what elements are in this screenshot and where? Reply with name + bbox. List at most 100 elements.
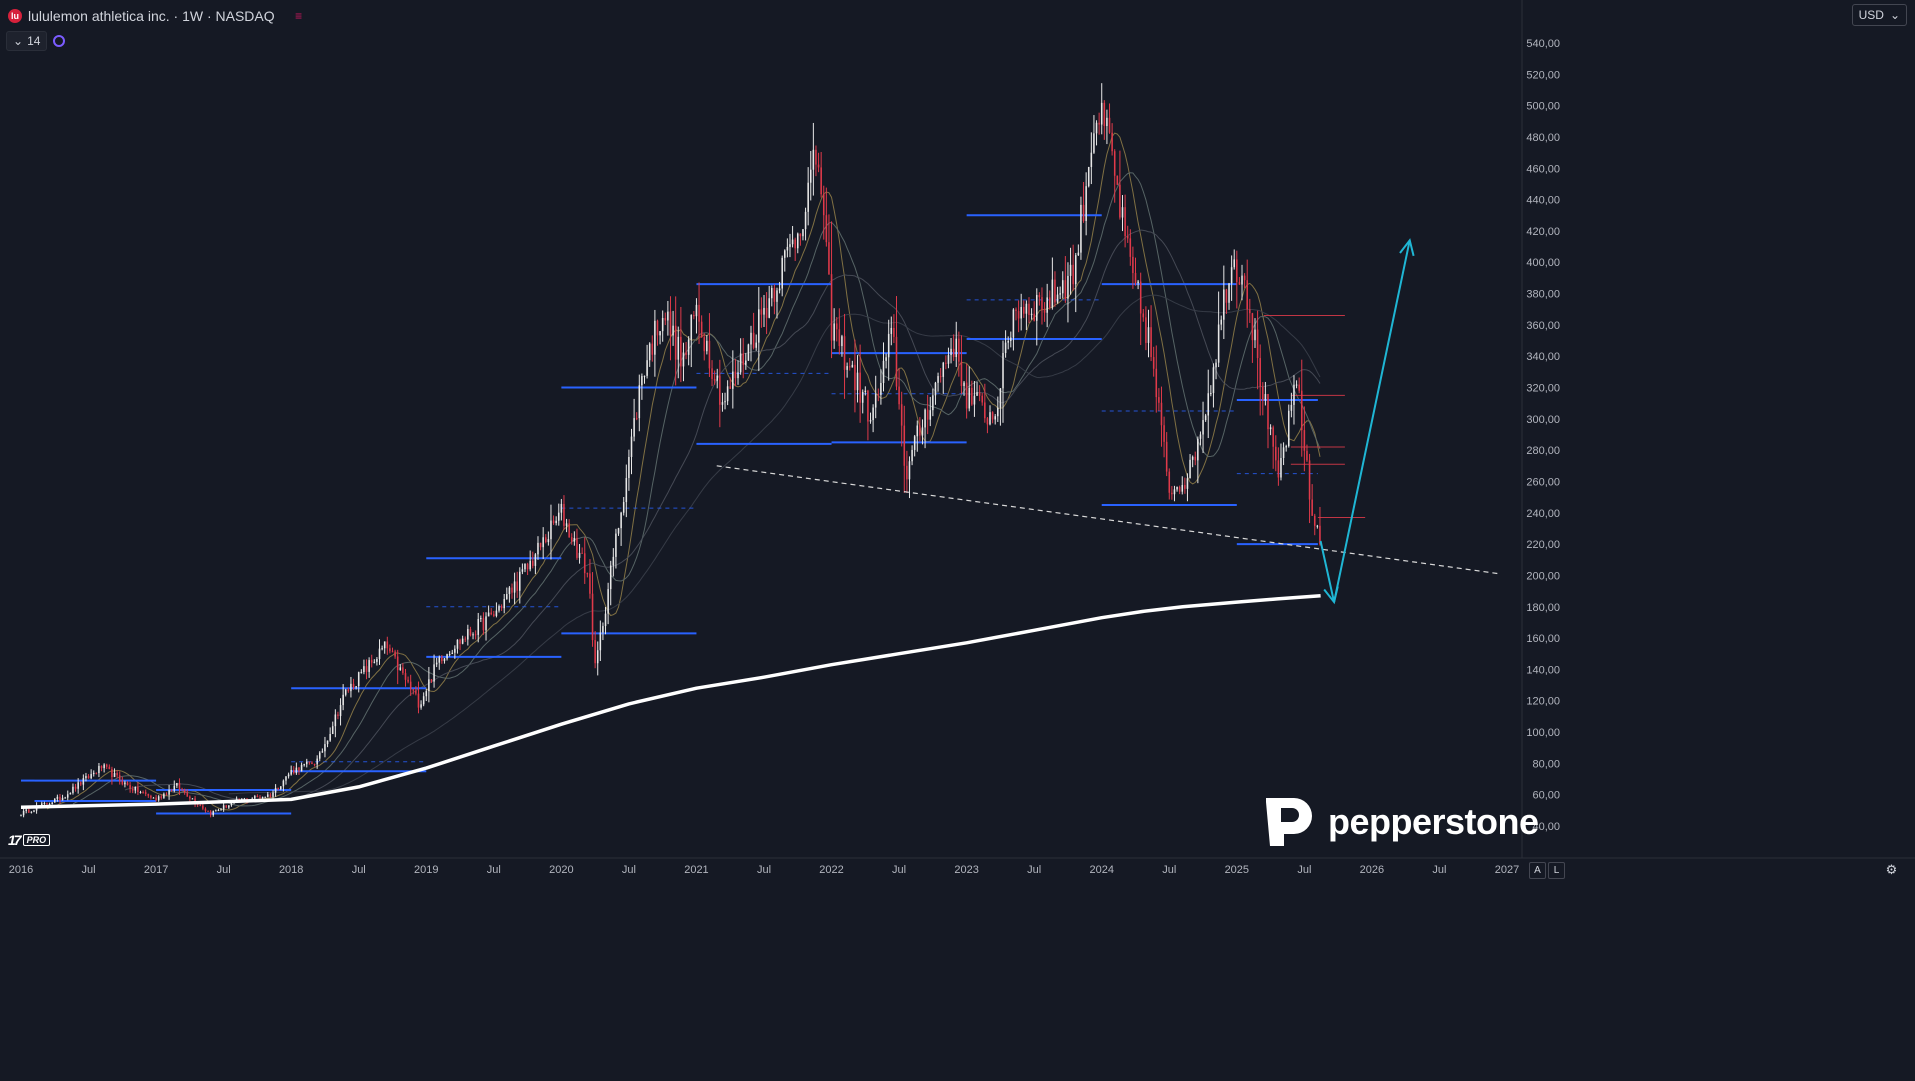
- auto-scale-button[interactable]: A: [1529, 862, 1546, 879]
- candle-body: [1163, 425, 1165, 442]
- candle: [661, 310, 664, 342]
- candle: [1269, 424, 1272, 436]
- candle: [430, 679, 433, 683]
- candle: [1207, 369, 1210, 439]
- candle-body: [472, 634, 474, 636]
- candle: [428, 666, 430, 703]
- candle-body: [861, 391, 864, 403]
- candle-body: [95, 772, 98, 774]
- candle-body: [178, 782, 181, 789]
- candle: [160, 794, 163, 800]
- candle: [622, 497, 625, 516]
- candle: [1246, 259, 1248, 328]
- candle-body: [422, 696, 425, 705]
- candle: [1259, 344, 1261, 416]
- candle-body: [729, 386, 732, 389]
- candle: [344, 688, 347, 697]
- x-tick-label: 2026: [1360, 864, 1384, 876]
- candle: [968, 366, 971, 412]
- candle-body: [321, 751, 324, 753]
- candle: [287, 772, 290, 779]
- candle-body: [659, 331, 661, 336]
- candle-body: [924, 409, 926, 428]
- candle: [391, 647, 394, 653]
- candle-body: [612, 556, 615, 566]
- candle-body: [51, 802, 53, 805]
- candle: [786, 238, 789, 258]
- candle-body: [1313, 515, 1316, 526]
- candle-body: [763, 307, 765, 315]
- candle-body: [163, 793, 165, 798]
- candle-body: [1282, 447, 1285, 458]
- candle: [1230, 255, 1233, 301]
- candle-body: [693, 314, 695, 317]
- candle: [256, 794, 259, 798]
- gear-icon[interactable]: ⚙: [1885, 861, 1898, 877]
- candle: [396, 649, 399, 685]
- x-tick-label: Jul: [1162, 864, 1176, 876]
- candle-body: [1236, 259, 1238, 283]
- candle-body: [1054, 279, 1056, 303]
- candle: [103, 763, 105, 773]
- candle-body: [144, 792, 147, 794]
- candle: [303, 763, 305, 767]
- log-scale-button[interactable]: L: [1548, 862, 1565, 879]
- candle: [267, 791, 269, 798]
- candle-body: [635, 418, 638, 420]
- candle: [973, 380, 976, 417]
- hamburger-icon[interactable]: ≡: [295, 9, 303, 23]
- candle: [389, 644, 391, 654]
- x-tick-label: 2018: [279, 864, 303, 876]
- candle: [630, 428, 633, 475]
- candle-body: [170, 789, 173, 791]
- candle: [1295, 380, 1298, 389]
- candle-body: [357, 672, 360, 687]
- candle: [1210, 385, 1212, 397]
- candle: [72, 783, 74, 795]
- candle: [207, 810, 209, 812]
- candle-body: [1067, 275, 1069, 299]
- candle-body: [1184, 485, 1186, 489]
- candle: [828, 214, 830, 275]
- candle-body: [1064, 280, 1067, 299]
- candle: [1197, 436, 1199, 484]
- candle: [402, 663, 404, 675]
- candle-body: [794, 239, 796, 249]
- indicators-collapse-button[interactable]: ⌄ 14: [6, 31, 48, 51]
- candle-body: [77, 782, 79, 789]
- candle: [1067, 262, 1069, 323]
- candle: [939, 368, 942, 383]
- candle: [121, 776, 124, 786]
- candle: [745, 353, 747, 370]
- candle: [534, 553, 537, 575]
- candle: [1028, 297, 1030, 324]
- candle: [877, 388, 880, 402]
- candle-body: [477, 619, 480, 635]
- candle: [817, 152, 820, 173]
- candle-body: [937, 376, 939, 383]
- currency-button[interactable]: USD ⌄: [1851, 4, 1907, 26]
- tradingview-badge[interactable]: 17 PRO: [8, 832, 51, 848]
- candle-body: [25, 809, 27, 811]
- candle-body: [215, 810, 217, 812]
- candle: [937, 372, 939, 392]
- candle-body: [1246, 280, 1248, 310]
- candle: [116, 770, 118, 778]
- candle-body: [1298, 384, 1300, 391]
- candle: [1243, 273, 1246, 289]
- candle-body: [1046, 297, 1048, 313]
- candle-body: [789, 244, 791, 247]
- arrowhead-up: [1399, 238, 1415, 257]
- candle: [373, 659, 376, 664]
- candle-body: [898, 386, 900, 405]
- candle-body: [552, 520, 555, 524]
- candle-body: [318, 752, 321, 759]
- symbol-title[interactable]: lululemon athletica inc. · 1W · NASDAQ: [28, 8, 275, 24]
- candle-body: [633, 418, 635, 437]
- candle: [555, 516, 557, 526]
- candle: [1139, 272, 1142, 346]
- candle: [472, 632, 474, 640]
- candle-body: [511, 587, 513, 593]
